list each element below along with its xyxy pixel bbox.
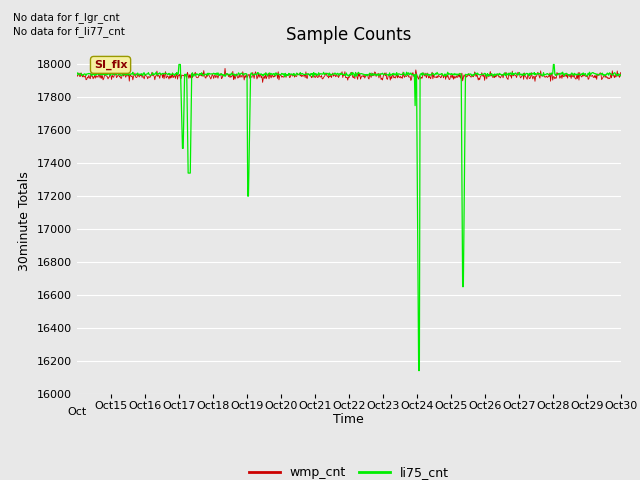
Y-axis label: 30minute Totals: 30minute Totals (18, 171, 31, 271)
Title: Sample Counts: Sample Counts (286, 25, 412, 44)
X-axis label: Time: Time (333, 413, 364, 426)
Text: No data for f_li77_cnt: No data for f_li77_cnt (13, 26, 125, 37)
Text: SI_flx: SI_flx (94, 60, 127, 70)
Text: No data for f_lgr_cnt: No data for f_lgr_cnt (13, 12, 120, 23)
Legend: wmp_cnt, li75_cnt: wmp_cnt, li75_cnt (244, 461, 454, 480)
Text: Oct: Oct (67, 408, 86, 418)
